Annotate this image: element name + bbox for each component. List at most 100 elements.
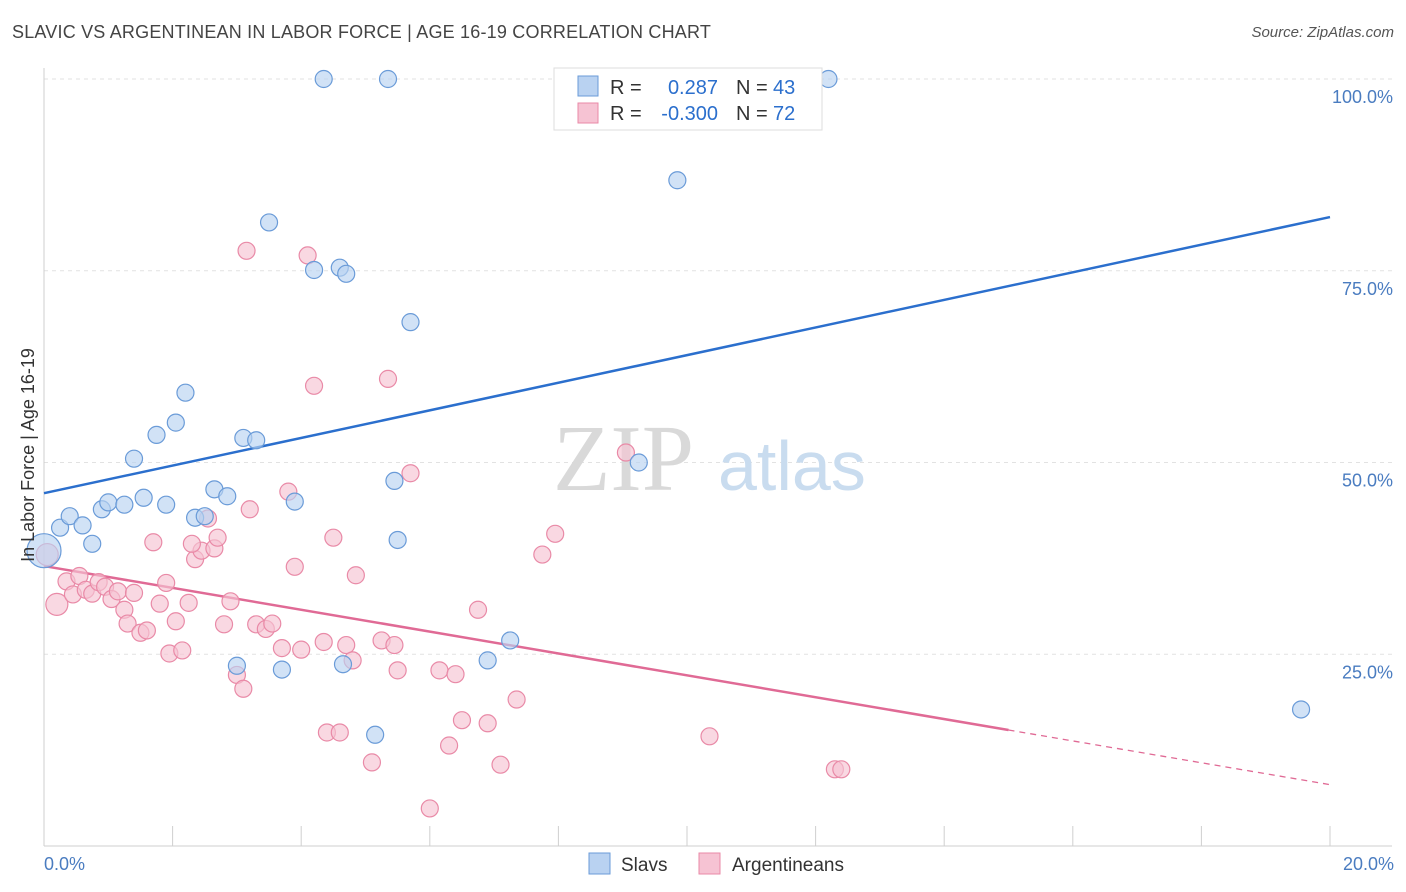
- stats-r-value-argentineans: -0.300: [661, 103, 718, 125]
- point-argentineans-55: [401, 464, 420, 483]
- legend-swatch-argentineans: [698, 852, 721, 875]
- point-argentineans-54: [388, 661, 407, 680]
- y-tick-label-0: 25.0%: [1342, 662, 1393, 682]
- point-argentineans-39: [285, 557, 304, 576]
- point-slavs-42: [227, 656, 246, 675]
- stats-swatch-argentineans: [577, 102, 599, 124]
- point-argentineans-10: [108, 582, 128, 601]
- legend-label-argentineans: Argentineans: [732, 855, 844, 876]
- point-slavs-7: [115, 495, 134, 514]
- point-argentineans-45: [324, 528, 343, 547]
- y-tick-label-2: 75.0%: [1342, 279, 1393, 299]
- legend-swatch-slavs: [588, 852, 611, 875]
- point-slavs-24: [304, 260, 324, 280]
- point-slavs-10: [147, 425, 166, 444]
- point-argentineans-49: [346, 566, 365, 585]
- point-argentineans-31: [234, 679, 253, 698]
- y-axis-title: In Labor Force | Age 16-19: [18, 348, 38, 562]
- stats-legend: R = 0.287 N = 43 R = -0.300 N = 72: [553, 67, 823, 131]
- point-argentineans-47: [337, 635, 356, 655]
- point-argentineans-58: [439, 736, 459, 755]
- point-argentineans-1: [45, 592, 69, 616]
- watermark: ZIP atlas: [553, 407, 866, 511]
- series-legend: Slavs Argentineans: [588, 852, 844, 876]
- point-argentineans-52: [378, 369, 398, 388]
- point-slavs-0: [26, 533, 62, 569]
- point-argentineans-46: [330, 723, 349, 742]
- point-argentineans-16: [144, 533, 163, 552]
- point-slavs-33: [478, 651, 497, 670]
- stats-r-label-slavs: R =: [610, 77, 642, 99]
- point-argentineans-13: [124, 583, 144, 602]
- stats-n-label-argentineans: N =: [736, 103, 768, 125]
- data-points: [26, 69, 1311, 818]
- point-argentineans-12: [118, 614, 137, 633]
- point-argentineans-56: [420, 799, 439, 818]
- point-argentineans-21: [173, 641, 192, 660]
- point-slavs-41: [1291, 700, 1311, 719]
- point-slavs-21: [272, 660, 292, 679]
- point-argentineans-32: [240, 500, 259, 519]
- point-slavs-35: [629, 453, 648, 472]
- point-slavs-9: [134, 488, 153, 507]
- point-argentineans-29: [221, 592, 240, 611]
- point-slavs-3: [73, 516, 92, 535]
- point-slavs-19: [247, 431, 266, 450]
- point-slavs-17: [218, 487, 237, 506]
- point-argentineans-63: [491, 755, 510, 774]
- x-tick-label-min: 0.0%: [44, 854, 85, 874]
- point-slavs-2: [60, 507, 79, 526]
- stats-n-label-slavs: N =: [736, 77, 768, 99]
- point-slavs-4: [83, 534, 102, 553]
- point-slavs-29: [378, 69, 398, 89]
- point-argentineans-57: [430, 661, 449, 680]
- point-argentineans-53: [385, 635, 404, 655]
- x-tick-label-max: 20.0%: [1343, 854, 1394, 874]
- point-slavs-8: [124, 449, 144, 468]
- watermark-atlas: atlas: [718, 427, 866, 505]
- point-slavs-26: [337, 264, 356, 283]
- point-slavs-11: [157, 495, 176, 514]
- point-slavs-32: [401, 313, 420, 332]
- point-argentineans-36: [263, 614, 282, 633]
- stats-n-value-argentineans: 72: [773, 103, 795, 125]
- point-argentineans-37: [272, 639, 292, 658]
- point-argentineans-71: [182, 534, 201, 553]
- point-argentineans-42: [304, 376, 324, 395]
- point-argentineans-27: [208, 528, 227, 547]
- point-slavs-12: [166, 413, 185, 432]
- stats-r-value-slavs: 0.287: [668, 77, 718, 99]
- trend-line-extension-argentineans: [1008, 729, 1331, 786]
- stats-n-value-slavs: 43: [773, 77, 795, 99]
- point-argentineans-64: [507, 690, 526, 709]
- grid-lines: [44, 78, 1392, 655]
- point-slavs-23: [314, 69, 333, 89]
- point-slavs-15: [195, 507, 214, 526]
- y-tick-label-1: 50.0%: [1342, 471, 1393, 491]
- stats-legend-frame: [553, 67, 823, 131]
- point-argentineans-20: [166, 612, 185, 631]
- point-argentineans-22: [179, 593, 198, 612]
- trend-line-argentineans: [43, 564, 1009, 732]
- point-argentineans-43: [314, 632, 333, 652]
- point-argentineans-59: [446, 665, 465, 684]
- point-slavs-31: [388, 530, 407, 550]
- point-argentineans-65: [533, 545, 552, 564]
- stats-swatch-slavs: [577, 75, 599, 97]
- point-argentineans-34: [237, 241, 256, 260]
- point-slavs-34: [501, 631, 520, 650]
- point-slavs-20: [259, 213, 279, 232]
- stats-r-label-argentineans: R =: [610, 103, 642, 125]
- point-slavs-30: [385, 471, 404, 491]
- chart-title: SLAVIC VS ARGENTINEAN IN LABOR FORCE | A…: [12, 22, 712, 42]
- point-argentineans-62: [478, 714, 497, 733]
- point-slavs-13: [176, 383, 195, 402]
- point-argentineans-61: [468, 600, 488, 619]
- point-slavs-22: [285, 492, 304, 511]
- point-argentineans-68: [700, 727, 719, 746]
- y-tick-labels: 25.0% 50.0% 75.0% 100.0%: [1332, 87, 1393, 682]
- point-argentineans-15: [137, 621, 156, 640]
- legend-label-slavs: Slavs: [621, 855, 667, 876]
- point-argentineans-50: [362, 753, 382, 772]
